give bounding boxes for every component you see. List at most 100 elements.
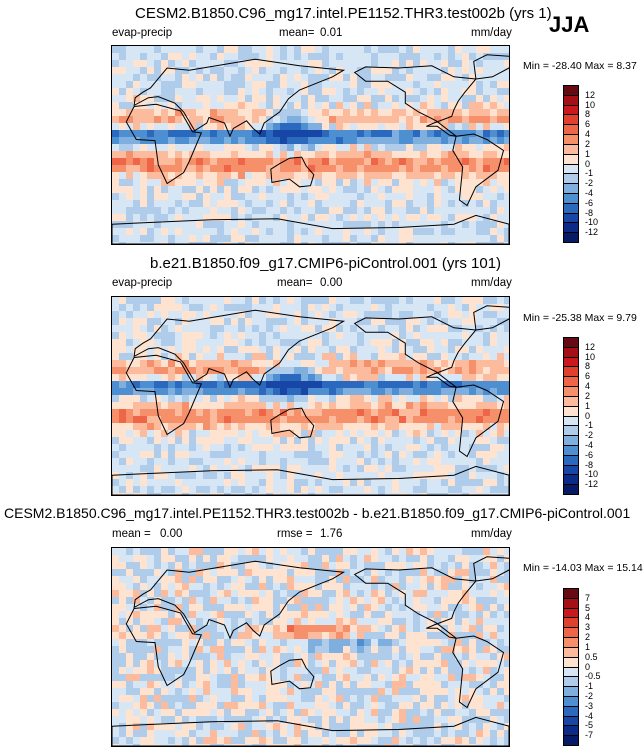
- field-cell: [203, 81, 211, 89]
- field-cell: [364, 646, 372, 654]
- field-cell: [182, 109, 190, 117]
- field-cell: [126, 660, 134, 668]
- field-cell: [343, 451, 351, 459]
- field-cell: [252, 486, 260, 494]
- field-cell: [357, 388, 365, 396]
- field-cell: [175, 576, 183, 584]
- field-cell: [203, 618, 211, 626]
- field-cell: [175, 81, 183, 89]
- field-cell: [168, 576, 176, 584]
- field-cell: [392, 646, 400, 654]
- field-cell: [119, 660, 127, 668]
- field-cell: [182, 681, 190, 689]
- field-cell: [189, 723, 197, 731]
- field-cell: [175, 451, 183, 459]
- field-cell: [252, 493, 260, 495]
- field-cell: [273, 576, 281, 584]
- field-cell: [392, 702, 400, 710]
- field-cell: [357, 81, 365, 89]
- field-cell: [287, 625, 295, 633]
- field-cell: [371, 74, 379, 82]
- field-cell: [175, 304, 183, 312]
- field-cell: [497, 116, 505, 124]
- field-cell: [196, 702, 204, 710]
- field-cell: [266, 81, 274, 89]
- field-cell: [154, 123, 162, 131]
- field-cell: [329, 228, 337, 236]
- field-cell: [196, 207, 204, 215]
- field-cell: [245, 172, 253, 180]
- field-cell: [476, 297, 484, 305]
- field-cell: [497, 569, 505, 577]
- field-cell: [350, 688, 358, 696]
- field-cell: [175, 402, 183, 410]
- field-cell: [413, 451, 421, 459]
- field-cell: [315, 395, 323, 403]
- field-cell: [217, 88, 225, 96]
- field-cell: [224, 242, 232, 244]
- field-cell: [147, 730, 155, 738]
- field-cell: [189, 632, 197, 640]
- field-cell: [406, 193, 414, 201]
- field-cell: [336, 618, 344, 626]
- field-cell: [287, 430, 295, 438]
- field-cell: [245, 165, 253, 173]
- field-cell: [217, 583, 225, 591]
- field-cell: [294, 235, 302, 243]
- field-cell: [245, 137, 253, 145]
- field-cell: [133, 200, 141, 208]
- field-cell: [420, 465, 428, 473]
- field-cell: [203, 562, 211, 570]
- field-cell: [364, 576, 372, 584]
- field-cell: [119, 109, 127, 117]
- field-cell: [441, 102, 449, 110]
- field-cell: [392, 332, 400, 340]
- field-cell: [420, 325, 428, 333]
- field-cell: [252, 235, 260, 243]
- field-cell: [203, 200, 211, 208]
- field-cell: [189, 569, 197, 577]
- field-cell: [364, 625, 372, 633]
- field-cell: [448, 667, 456, 675]
- field-cell: [329, 653, 337, 661]
- field-cell: [273, 723, 281, 731]
- field-cell: [245, 74, 253, 82]
- field-cell: [147, 465, 155, 473]
- field-cell: [161, 332, 169, 340]
- field-cell: [210, 437, 218, 445]
- field-cell: [427, 688, 435, 696]
- field-cell: [140, 200, 148, 208]
- field-cell: [224, 81, 232, 89]
- field-cell: [119, 74, 127, 82]
- field-cell: [301, 123, 309, 131]
- field-cell: [273, 130, 281, 138]
- field-cell: [329, 311, 337, 319]
- field-cell: [182, 576, 190, 584]
- field-cell: [301, 402, 309, 410]
- field-cell: [119, 486, 127, 494]
- field-cell: [224, 611, 232, 619]
- field-cell: [273, 172, 281, 180]
- field-cell: [504, 486, 509, 494]
- field-cell: [112, 653, 120, 661]
- field-cell: [322, 416, 330, 424]
- field-cell: [161, 360, 169, 368]
- field-cell: [133, 562, 141, 570]
- field-cell: [455, 46, 463, 54]
- field-cell: [462, 179, 470, 187]
- field-cell: [196, 576, 204, 584]
- field-cell: [112, 81, 120, 89]
- field-cell: [350, 597, 358, 605]
- field-cell: [280, 318, 288, 326]
- field-cell: [476, 611, 484, 619]
- field-cell: [245, 130, 253, 138]
- field-cell: [301, 646, 309, 654]
- field-cell: [371, 667, 379, 675]
- field-cell: [378, 332, 386, 340]
- field-cell: [161, 381, 169, 389]
- field-cell: [147, 597, 155, 605]
- field-cell: [203, 130, 211, 138]
- field-cell: [329, 144, 337, 152]
- field-cell: [343, 548, 351, 556]
- panel-3-title: CESM2.B1850.C96_mg17.intel.PE1152.THR3.t…: [4, 505, 631, 521]
